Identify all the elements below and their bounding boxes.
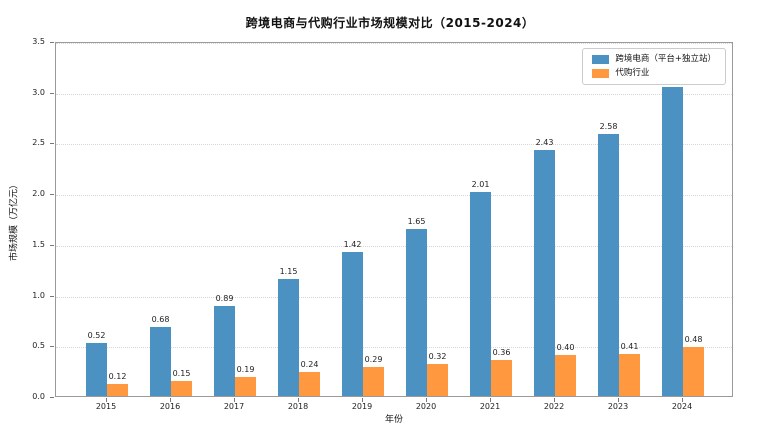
bar-daigou-2017 xyxy=(235,376,256,396)
x-tick-label: 2020 xyxy=(415,402,437,411)
x-tick-label: 2015 xyxy=(95,402,117,411)
x-tick-mark xyxy=(234,398,235,402)
bar-daigou-2019 xyxy=(363,366,384,396)
bar-value-label: 0.15 xyxy=(172,368,191,378)
x-tick-mark xyxy=(170,398,171,402)
legend-label-cross-border-ecommerce: 跨境电商（平台+独立站） xyxy=(615,54,716,65)
x-tick-mark xyxy=(682,398,683,402)
y-tick-label: 3.0 xyxy=(32,87,45,97)
bar-value-label: 0.48 xyxy=(684,335,703,345)
bar-daigou-2021 xyxy=(491,359,512,396)
bar-ecommerce-2018 xyxy=(278,279,299,396)
bar-value-label: 0.89 xyxy=(215,293,234,303)
x-tick-label: 2019 xyxy=(351,402,373,411)
legend-label-daigou: 代购行业 xyxy=(615,68,650,79)
bar-daigou-2016 xyxy=(171,380,192,396)
bar-daigou-2018 xyxy=(299,371,320,396)
gridline-3.5 xyxy=(56,43,732,44)
x-tick-mark xyxy=(362,398,363,402)
bar-value-label: 0.32 xyxy=(428,351,447,361)
bar-value-label: 1.42 xyxy=(343,239,362,249)
x-tick-label: 2017 xyxy=(223,402,245,411)
bar-ecommerce-2024 xyxy=(662,86,683,396)
bar-ecommerce-2022 xyxy=(534,149,555,396)
gridline-2.5 xyxy=(56,144,732,146)
gridline-1.0 xyxy=(56,296,732,298)
legend-swatch-blue xyxy=(592,55,610,64)
x-tick-label: 2016 xyxy=(159,402,181,411)
legend-item-cross-border-ecommerce: 跨境电商（平台+独立站） xyxy=(592,55,716,64)
y-tick-mark xyxy=(50,397,54,398)
bar-value-label: 0.24 xyxy=(300,359,319,369)
x-tick-mark xyxy=(554,398,555,402)
plot-area: 0.520.680.891.151.421.652.012.432.583.05… xyxy=(55,42,733,397)
bar-daigou-2020 xyxy=(427,363,448,396)
y-tick-mark xyxy=(50,42,54,43)
y-tick-mark xyxy=(50,346,54,348)
bar-value-label: 0.52 xyxy=(87,331,106,341)
gridline-0.5 xyxy=(56,347,732,349)
x-axis-title: 年份 xyxy=(384,415,403,425)
bar-value-label: 0.19 xyxy=(236,364,255,374)
gridline-2.0 xyxy=(56,195,732,197)
legend-swatch-orange xyxy=(592,69,610,78)
bar-value-label: 0.29 xyxy=(364,354,383,364)
x-tick-label: 2022 xyxy=(543,402,565,411)
y-tick-label: 0.5 xyxy=(32,341,45,351)
y-tick-label: 2.0 xyxy=(32,189,45,199)
y-tick-label: 1.0 xyxy=(32,290,45,300)
bar-value-label: 1.65 xyxy=(407,216,426,226)
bar-value-label: 0.68 xyxy=(151,315,170,325)
bar-daigou-2024 xyxy=(683,347,704,396)
x-tick-label: 2023 xyxy=(607,402,629,411)
bar-ecommerce-2015 xyxy=(86,343,107,396)
bar-ecommerce-2019 xyxy=(342,251,363,396)
x-tick-mark xyxy=(618,398,619,402)
legend: 跨境电商（平台+独立站） 代购行业 xyxy=(582,48,726,85)
bar-value-label: 0.36 xyxy=(492,347,511,357)
bar-value-label: 0.40 xyxy=(556,343,575,353)
y-tick-mark xyxy=(50,194,54,196)
chart-title: 跨境电商与代购行业市场规模对比（2015-2024） xyxy=(245,16,535,30)
y-axis-ticks: 0.0 0.5 1.0 1.5 2.0 2.5 3.0 3.5 xyxy=(0,38,55,401)
y-tick-label: 0.0 xyxy=(32,392,45,401)
bar-value-label: 0.41 xyxy=(620,342,639,352)
y-tick-mark xyxy=(50,143,54,145)
bar-value-label: 2.01 xyxy=(471,180,490,190)
bar-ecommerce-2021 xyxy=(470,192,491,396)
y-tick-label: 3.5 xyxy=(32,37,45,46)
x-tick-mark xyxy=(426,398,427,402)
y-tick-mark xyxy=(50,244,54,246)
bar-value-label: 2.58 xyxy=(599,122,618,132)
bar-value-label: 1.15 xyxy=(279,267,298,277)
gridline-1.5 xyxy=(56,245,732,247)
x-tick-mark xyxy=(298,398,299,402)
y-tick-label: 1.5 xyxy=(32,239,45,249)
x-tick-label: 2024 xyxy=(671,402,693,411)
gridline-3.0 xyxy=(56,93,732,95)
y-tick-label: 2.5 xyxy=(32,138,45,148)
x-tick-mark xyxy=(490,398,491,402)
bar-daigou-2015 xyxy=(107,383,128,396)
y-tick-mark xyxy=(50,295,54,297)
bar-ecommerce-2023 xyxy=(598,134,619,396)
legend-item-daigou: 代购行业 xyxy=(592,69,716,78)
bar-daigou-2023 xyxy=(619,354,640,396)
y-tick-mark xyxy=(50,92,54,94)
x-tick-label: 2021 xyxy=(479,402,501,411)
x-tick-label: 2018 xyxy=(287,402,309,411)
bar-ecommerce-2020 xyxy=(406,228,427,396)
bar-value-label: 2.43 xyxy=(535,137,554,147)
bar-value-label: 0.12 xyxy=(108,371,127,381)
x-tick-mark xyxy=(106,398,107,402)
bar-ecommerce-2017 xyxy=(214,305,235,396)
bar-ecommerce-2016 xyxy=(150,327,171,396)
bar-daigou-2022 xyxy=(555,355,576,396)
x-axis-ticks: 2015 2016 2017 2018 2019 2020 2021 2022 2023 2024 xyxy=(55,397,733,427)
